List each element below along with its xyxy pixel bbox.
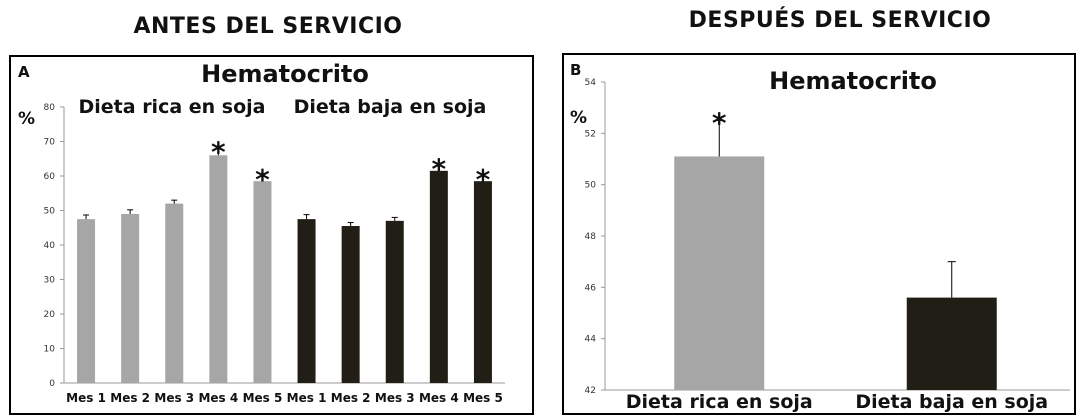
panel-a-ylabel: % (18, 109, 35, 129)
panel-a-ytick-label: 30 (44, 276, 56, 286)
panel-a-ytick-label: 70 (44, 138, 56, 148)
panel-b-ytick-label: 50 (585, 181, 597, 191)
panel-b-ytick-label: 42 (585, 386, 596, 396)
panel-a-significance-star: * (476, 163, 491, 196)
panel-a-category-label: Mes 4 (198, 391, 238, 405)
panel-a-category-label: Mes 4 (419, 391, 459, 405)
panel-b-bar (906, 297, 997, 390)
panel-a-bar (473, 181, 492, 383)
panel-a-significance-star: * (211, 135, 226, 168)
panel-a-ytick-label: 10 (44, 345, 56, 355)
group-label-low: Dieta baja en soja (294, 96, 487, 118)
panel-a-letter: A (18, 63, 30, 81)
panel-a-category-label: Mes 2 (110, 391, 150, 405)
panel-a-title: Hematocrito (201, 60, 369, 88)
panel-a-bar (429, 170, 448, 383)
panel-b-title: Hematocrito (769, 67, 937, 95)
panel-a-bar (253, 181, 272, 383)
panel-a-plot: 0 10 20 30 40 50 60 70 80 Mes 1 Mes 2 Mes 3 * Mes 4 * M… (44, 103, 505, 405)
panel-a-category-label: Mes 5 (243, 391, 283, 405)
panel-b-plot: 42 44 46 48 50 52 54 * Dieta rica en soja Dieta b… (585, 78, 1070, 413)
panel-a-category-label: Mes 3 (154, 391, 194, 405)
panel-a-bar (77, 219, 96, 383)
panel-b-ytick-label: 54 (585, 78, 597, 88)
panel-b-category-label: Dieta baja en soja (855, 391, 1048, 413)
panel-a-frame (9, 55, 534, 415)
panel-a-category-label: Mes 2 (331, 391, 371, 405)
panel-b-ytick-label: 48 (585, 232, 597, 242)
panel-b-significance-star: * (712, 107, 727, 140)
panel-b-letter: B (570, 61, 581, 79)
panel-a-ytick-label: 40 (44, 241, 56, 251)
panel-a-ytick-label: 0 (49, 379, 55, 389)
panel-b-ytick-label: 46 (585, 283, 597, 293)
panel-b-ytick-label: 52 (585, 129, 596, 139)
panel-b-bar (674, 156, 765, 390)
panel-a-ytick-label: 50 (44, 207, 56, 217)
panel-a-ytick-label: 80 (44, 103, 56, 113)
panel-b-ytick-label: 44 (585, 335, 597, 345)
panel-a-ytick-label: 60 (44, 172, 56, 182)
after-service-heading: DESPUÉS DEL SERVICIO (688, 8, 992, 33)
panel-a-bar (297, 219, 316, 383)
panel-b-ylabel: % (570, 108, 587, 128)
panel-b-frame (562, 53, 1076, 415)
before-service-heading: ANTES DEL SERVICIO (133, 14, 403, 39)
panel-a-category-label: Mes 3 (375, 391, 415, 405)
panel-a-category-label: Mes 1 (66, 391, 106, 405)
panel-a-bar (341, 226, 360, 383)
panel-b-category-label: Dieta rica en soja (626, 391, 813, 413)
panel-a-category-label: Mes 5 (463, 391, 503, 405)
panel-a-bar (121, 213, 140, 383)
panel-a-bar (165, 203, 184, 383)
group-label-rich: Dieta rica en soja (79, 96, 266, 118)
panel-a-category-label: Mes 1 (287, 391, 327, 405)
panel-a-ytick-label: 20 (44, 310, 56, 320)
panel-a-significance-star: * (255, 163, 270, 196)
panel-a-bar (209, 155, 228, 383)
panel-a-bar (385, 220, 404, 383)
panel-a-significance-star: * (432, 153, 447, 186)
